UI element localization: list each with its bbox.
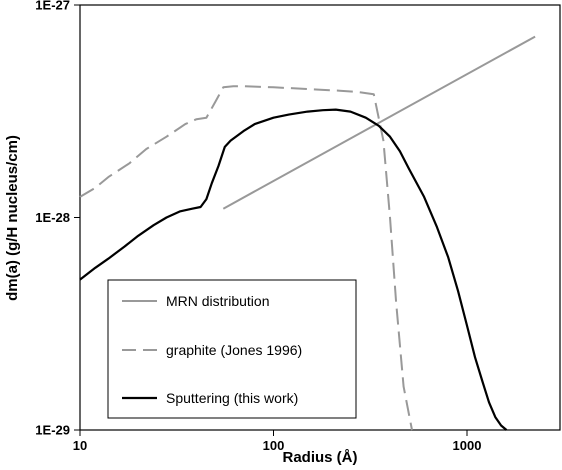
y-tick-label-1: 1E-28 <box>35 210 70 225</box>
y-tick-label-2: 1E-27 <box>35 0 70 13</box>
legend: MRN distribution graphite (Jones 1996) Spu… <box>107 279 357 419</box>
x-tick-label-2: 1000 <box>453 438 482 453</box>
legend-label-2: Sputtering (this work) <box>166 390 298 406</box>
y-tick-label-0: 1E-29 <box>35 423 70 438</box>
series-line-1 <box>79 85 413 431</box>
legend-label-0: MRN distribution <box>166 293 269 309</box>
series-layer <box>79 35 536 431</box>
legend-entries: MRN distribution graphite (Jones 1996) Spu… <box>122 293 302 406</box>
axis-titles: Radius (Å) dm(a) (g/H nucleus/cm) <box>4 135 358 466</box>
axis-ticks: 10 100 1000 1E-29 1E-28 1E-27 <box>35 0 481 453</box>
y-axis-title: dm(a) (g/H nucleus/cm) <box>4 135 21 301</box>
x-tick-label-0: 10 <box>73 438 87 453</box>
series-line-0 <box>222 35 536 210</box>
x-tick-label-1: 100 <box>263 438 285 453</box>
x-axis-title: Radius (Å) <box>283 449 358 466</box>
series-line-2 <box>79 108 508 431</box>
legend-label-1: graphite (Jones 1996) <box>166 342 302 358</box>
